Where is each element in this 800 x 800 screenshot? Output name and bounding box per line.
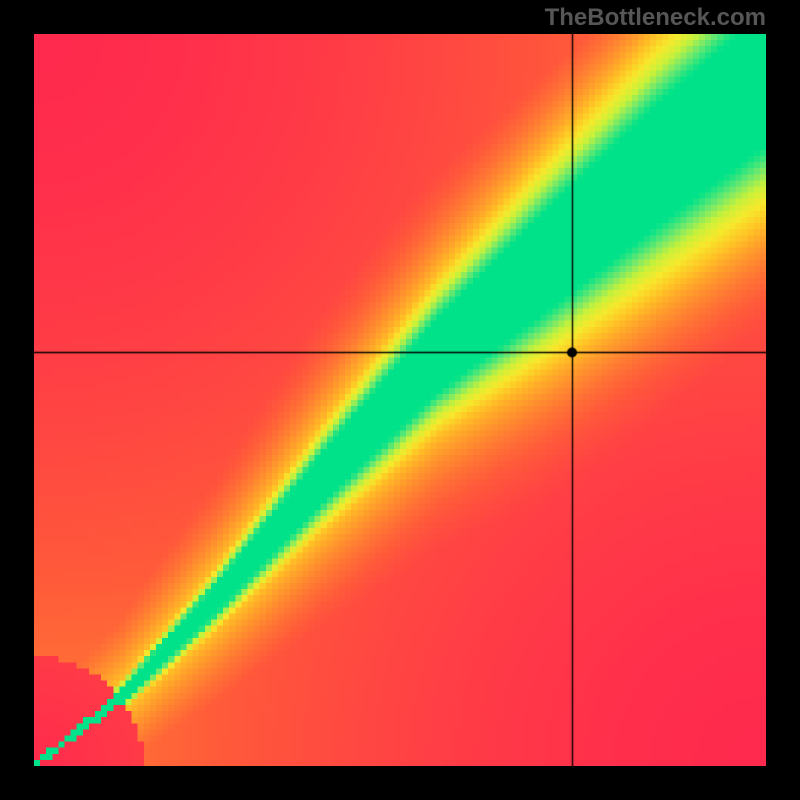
watermark-text: TheBottleneck.com (545, 4, 766, 32)
crosshair-overlay (34, 34, 766, 766)
